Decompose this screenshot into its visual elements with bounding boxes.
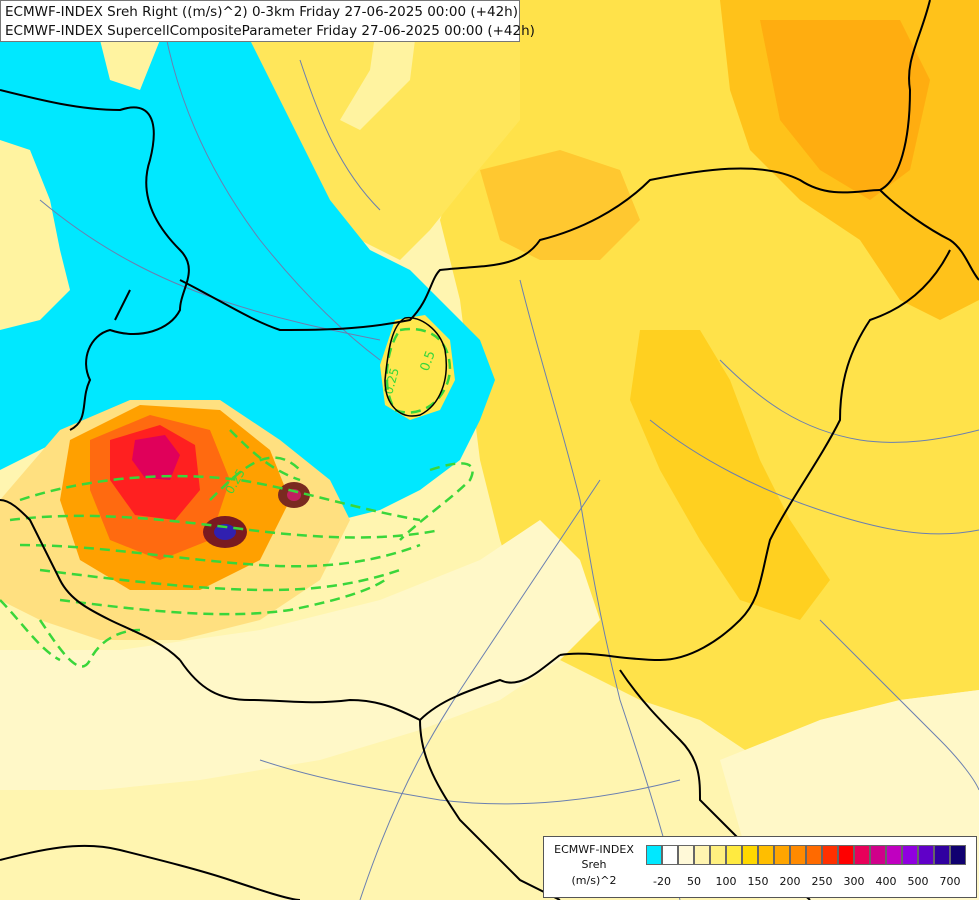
legend-tick-label: 500 [907,875,929,888]
pale-gap-west [0,140,70,330]
legend-swatch [758,845,774,865]
legend-tick-label: 150 [747,875,769,888]
legend-tick-label: 400 [875,875,897,888]
legend-swatch [646,845,662,865]
storm-magenta [132,435,180,480]
cyan-region [0,0,495,520]
orange-field-central [630,330,830,620]
legend-variable: Sreh [581,858,607,871]
legend-swatch [870,845,886,865]
scp-contours [0,327,474,668]
legend-tick-label: -20 [653,875,671,888]
legend-tick-label: 300 [843,875,865,888]
island-outline [384,316,447,417]
title-line-scp: ECMWF-INDEX SupercellCompositeParameter … [5,23,535,39]
orange-field-north-center [480,150,640,260]
title-line-sreh: ECMWF-INDEX Sreh Right ((m/s)^2) 0-3km F… [5,4,518,20]
color-legend: ECMWF-INDEX Sreh (m/s)^2 -20 50 100 150 200 2… [543,836,977,898]
legend-tick-label: 100 [715,875,737,888]
legend-swatch [710,845,726,865]
island-yellow [380,315,455,420]
legend-swatch [918,845,934,865]
legend-tick-label: 50 [687,875,701,888]
legend-swatch [790,845,806,865]
legend-swatch [902,845,918,865]
legend-source: ECMWF-INDEX [554,843,634,856]
pale-south [0,520,600,790]
legend-swatch [854,845,870,865]
legend-swatch [694,845,710,865]
yellow-field-north [230,0,520,260]
legend-unit: (m/s)^2 [571,874,617,887]
map-title-box: ECMWF-INDEX Sreh Right ((m/s)^2) 0-3km F… [0,0,535,42]
legend-swatch [950,845,966,865]
legend-tick-label: 200 [779,875,801,888]
legend-tick-label: 250 [811,875,833,888]
contour-label-island-2: 0.25 [381,366,401,395]
legend-swatch [822,845,838,865]
legend-swatch [774,845,790,865]
legend-swatch [886,845,902,865]
contour-label-island: 0.5 [418,349,439,374]
rivers [39,0,979,900]
orange-core-northeast [760,20,930,200]
legend-swatch [662,845,678,865]
legend-swatch [838,845,854,865]
legend-tick-label: 700 [939,875,961,888]
legend-swatch [678,845,694,865]
legend-swatch [806,845,822,865]
legend-swatch [726,845,742,865]
legend-swatch [742,845,758,865]
cell-purple-1 [214,524,236,540]
legend-swatch [934,845,950,865]
